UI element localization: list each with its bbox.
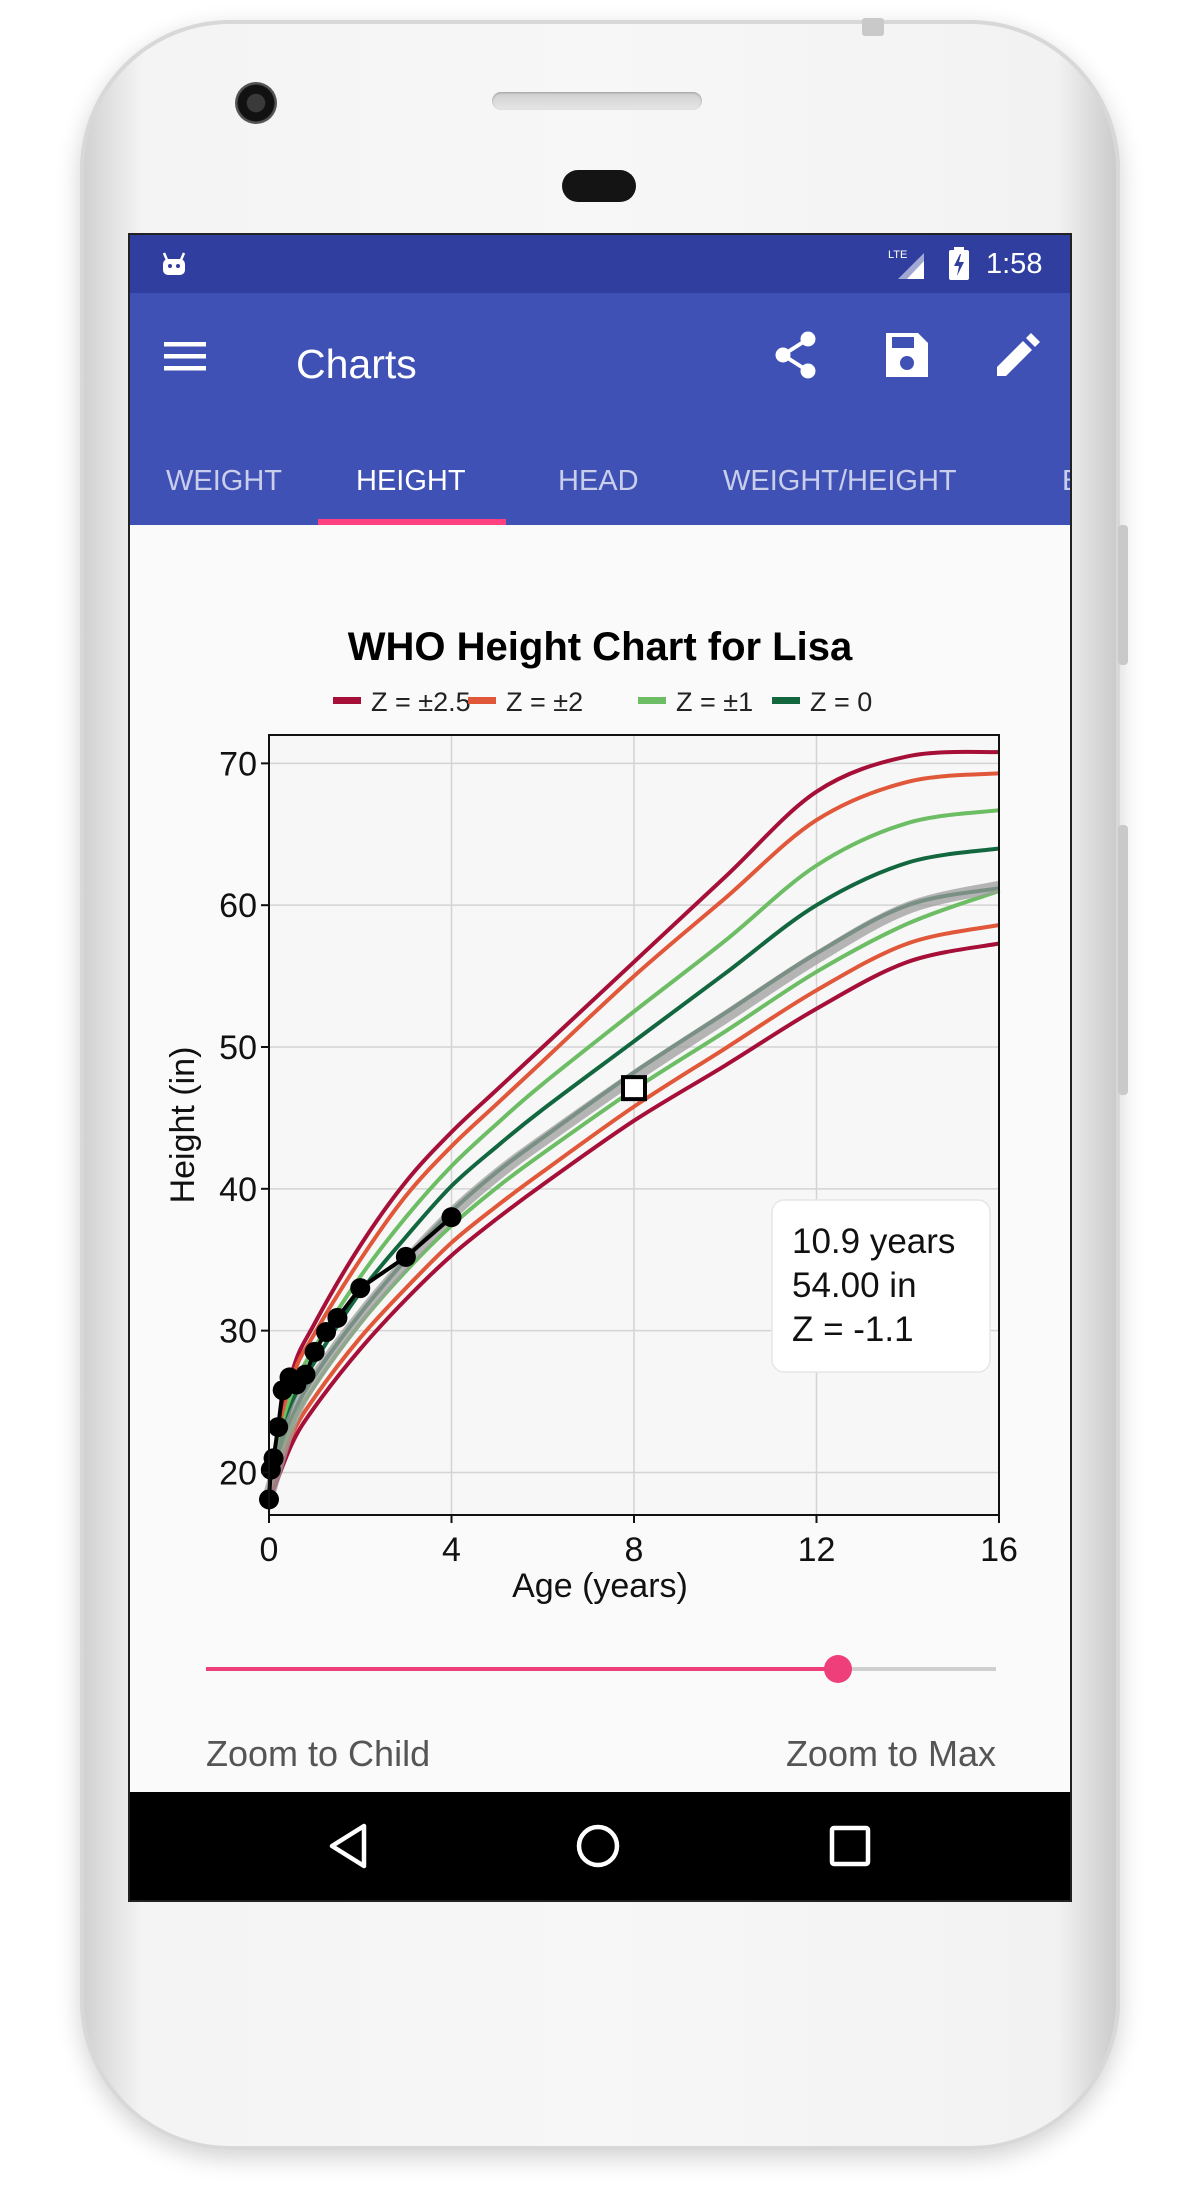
- measurement-point[interactable]: [304, 1341, 325, 1362]
- x-axis-label: Age (years): [512, 1567, 688, 1605]
- legend-swatch: [772, 697, 800, 704]
- floppy-disk-icon: [886, 333, 928, 377]
- measurement-point[interactable]: [263, 1448, 284, 1469]
- hamburger-menu-icon: [164, 342, 206, 371]
- y-tick-label: 20: [219, 1454, 257, 1492]
- tooltip-height: 54.00 in: [792, 1266, 917, 1305]
- legend-label: Z = ±2.5: [371, 687, 471, 717]
- zoom-slider-fill: [206, 1667, 838, 1671]
- zscore-curve: [267, 749, 1000, 1480]
- tab-weight[interactable]: WEIGHT: [166, 465, 282, 497]
- data-tooltip: 10.9 years 54.00 in Z = -1.1: [771, 1199, 991, 1373]
- axis-ticks: 0 4 8 12 16 20 30 40 50 60 70: [219, 745, 1018, 1569]
- legend-swatch: [468, 697, 496, 704]
- y-tick-label: 50: [219, 1029, 257, 1067]
- y-tick-label: 30: [219, 1313, 257, 1351]
- app-title: Charts: [296, 341, 417, 387]
- network-label: LTE: [888, 249, 907, 261]
- chart-series: [263, 749, 1001, 1503]
- child-trend-band: [263, 880, 1001, 1497]
- zscore-curve: [267, 771, 1000, 1485]
- android-notification-icon: [160, 250, 188, 283]
- menu-button[interactable]: [160, 331, 210, 381]
- x-tick-label: 12: [798, 1531, 836, 1569]
- height-chart[interactable]: WHO Height Chart for Lisa Z = ±2.5 Z = ±2…: [130, 525, 1070, 1625]
- measurement-point[interactable]: [295, 1364, 316, 1385]
- recents-button[interactable]: [824, 1820, 876, 1877]
- share-button[interactable]: [768, 327, 824, 383]
- save-button[interactable]: [878, 327, 934, 383]
- phone-top-button: [862, 18, 884, 36]
- measurement-point[interactable]: [316, 1322, 337, 1343]
- tab-height[interactable]: HEIGHT: [356, 465, 466, 497]
- zoom-slider-thumb[interactable]: [824, 1655, 852, 1683]
- edit-button[interactable]: [988, 327, 1044, 383]
- zscore-curve: [267, 923, 1000, 1501]
- pencil-icon: [997, 333, 1040, 376]
- phone-screen: LTE 1:58 Charts: [128, 233, 1072, 1902]
- zoom-to-child-label[interactable]: Zoom to Child: [206, 1733, 431, 1774]
- home-circle-icon: [576, 1824, 620, 1868]
- recents-square-icon: [829, 1825, 871, 1867]
- tooltip-age: 10.9 years: [792, 1222, 955, 1261]
- selected-point-marker[interactable]: [621, 1075, 647, 1102]
- measurement-point[interactable]: [441, 1207, 462, 1228]
- status-clock: 1:58: [986, 248, 1043, 280]
- measurement-point[interactable]: [350, 1278, 371, 1299]
- x-tick-label: 8: [625, 1531, 644, 1569]
- zscore-curve: [267, 941, 1000, 1503]
- y-tick-label: 40: [219, 1171, 257, 1209]
- y-tick-label: 70: [219, 745, 257, 783]
- zoom-to-max-label[interactable]: Zoom to Max: [785, 1733, 996, 1774]
- tab-head[interactable]: HEAD: [558, 465, 639, 497]
- legend-swatch: [638, 697, 666, 704]
- measurement-point[interactable]: [327, 1307, 348, 1328]
- legend-label: Z = ±2: [506, 687, 583, 717]
- x-tick-label: 4: [442, 1531, 461, 1569]
- front-camera: [235, 82, 277, 124]
- y-axis-label: Height (in): [164, 1047, 202, 1204]
- x-tick-label: 0: [260, 1531, 279, 1569]
- tooltip-zscore: Z = -1.1: [792, 1310, 914, 1349]
- x-tick-label: 16: [980, 1531, 1018, 1569]
- battery-charging-icon: [948, 247, 970, 286]
- earpiece-speaker: [492, 92, 702, 110]
- measurement-point[interactable]: [268, 1417, 289, 1438]
- legend-swatch: [333, 697, 361, 704]
- tab-bar: WEIGHT HEIGHT HEAD WEIGHT/HEIGHT BMI: [130, 438, 1070, 525]
- legend-label: Z = ±1: [676, 687, 753, 717]
- home-button[interactable]: [570, 1818, 626, 1879]
- lte-signal-icon: LTE: [888, 247, 928, 286]
- share-icon: [775, 331, 816, 379]
- phone-power-button: [1118, 525, 1128, 665]
- tab-weight-height[interactable]: WEIGHT/HEIGHT: [723, 465, 957, 497]
- active-tab-indicator: [318, 519, 506, 525]
- measurement-point[interactable]: [395, 1246, 416, 1267]
- back-triangle-icon: [329, 1823, 367, 1869]
- y-tick-label: 60: [219, 887, 257, 925]
- back-button[interactable]: [320, 1818, 376, 1879]
- legend-label: Z = 0: [810, 687, 872, 717]
- chart-legend: Z = ±2.5 Z = ±2 Z = ±1 Z = 0: [333, 687, 872, 717]
- chart-title: WHO Height Chart for Lisa: [348, 625, 853, 669]
- phone-volume-button: [1118, 825, 1128, 1095]
- app-bar: Charts WEIGHT HEIGH: [130, 293, 1070, 525]
- tab-bmi[interactable]: BMI: [1062, 438, 1070, 525]
- proximity-sensor: [562, 170, 636, 202]
- status-bar: LTE 1:58: [130, 235, 1070, 293]
- system-navigation-bar: [130, 1792, 1070, 1900]
